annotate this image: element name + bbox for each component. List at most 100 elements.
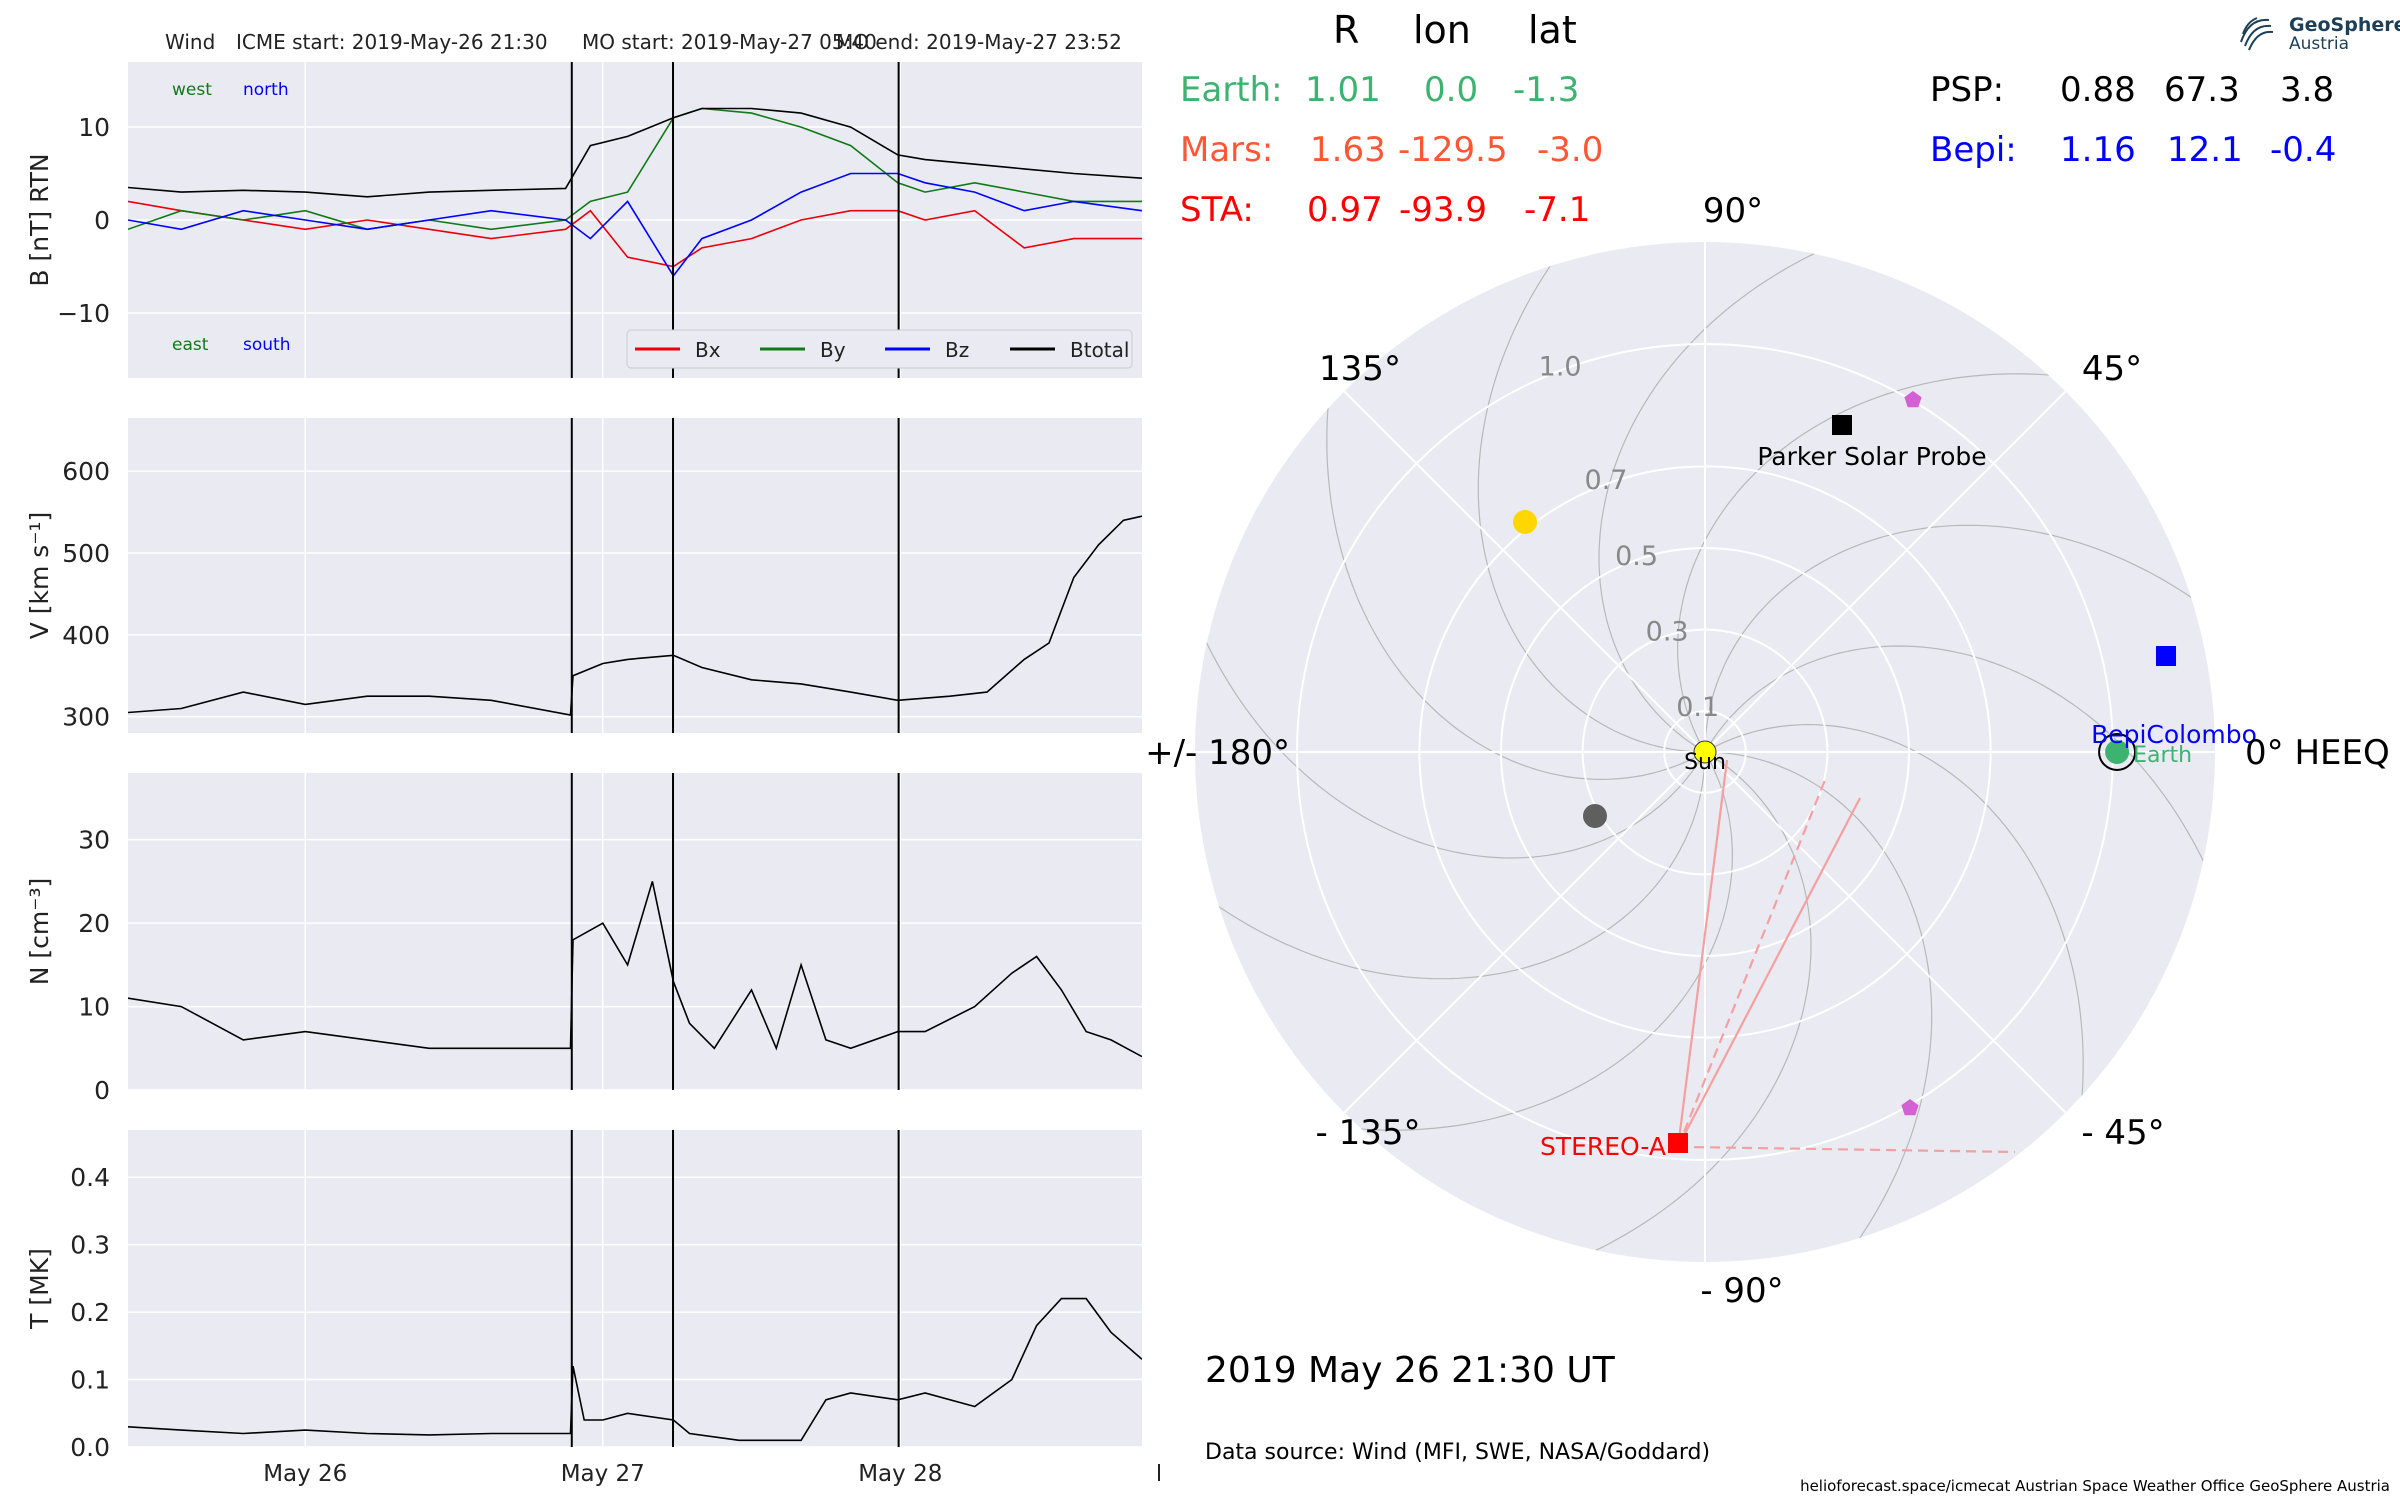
parker-solar-probe-marker bbox=[1832, 415, 1852, 435]
timeseries-panels: Wind ICME start: 2019-May-26 21:30 MO star… bbox=[25, 30, 1160, 1487]
parker-spiral bbox=[1320, 751, 1734, 1131]
header-mo-start: MO start: 2019-May-27 05:40 bbox=[582, 30, 877, 54]
stereo-a-fov-line bbox=[1677, 797, 1861, 1148]
stereo-a-fov-line bbox=[1678, 1145, 2016, 1154]
geosphere-logo: GeoSphere Austria bbox=[2235, 12, 2400, 56]
panel-3-ytick-label: 20 bbox=[78, 909, 110, 938]
label-east: east bbox=[172, 335, 209, 355]
panel-3-series-group bbox=[128, 881, 1142, 1058]
row-earth-lat: -1.3 bbox=[1513, 70, 1580, 110]
date-tick-label: May 27 bbox=[561, 1461, 645, 1487]
polar-grid-spoke bbox=[1343, 751, 1706, 1114]
polar-grid-spoke bbox=[1704, 751, 2067, 1114]
panel-2-ytick-label: 600 bbox=[62, 457, 110, 486]
stereo-a-fov-line bbox=[1676, 759, 1729, 1147]
panel-4-ytick-label: 0.0 bbox=[70, 1433, 110, 1462]
radial-tick-label: 1.0 bbox=[1539, 352, 1582, 383]
label-north: north bbox=[243, 80, 289, 100]
table-header-r: R bbox=[1333, 8, 1360, 52]
footer-credit: helioforecast.space/icmecat Austrian Spa… bbox=[1800, 1477, 2390, 1495]
angle-tick-label: +/- 180° bbox=[1145, 733, 1290, 773]
row-earth-name: Earth: bbox=[1180, 70, 1283, 110]
panel-3-ytick-label: 10 bbox=[78, 993, 110, 1022]
parker-spiral bbox=[1477, 242, 1706, 753]
row-bepi-r: 1.16 bbox=[2060, 130, 2136, 170]
panel-3-ytick-label: 30 bbox=[78, 826, 110, 855]
panel-4-series-group bbox=[128, 1297, 1142, 1442]
row-mars-r: 1.63 bbox=[1310, 130, 1386, 170]
radial-tick-label: 0.7 bbox=[1585, 465, 1628, 496]
panel-1-ylabel: B [nT] RTN bbox=[25, 153, 54, 286]
table-header-lon: lon bbox=[1413, 8, 1471, 52]
parker-spiral bbox=[1704, 645, 2215, 900]
radial-tick-label: 0.3 bbox=[1646, 617, 1689, 648]
date-tick-label: May 29 bbox=[1156, 1461, 1160, 1487]
row-mars-lon: -129.5 bbox=[1398, 130, 1508, 170]
mercury-marker bbox=[1583, 804, 1607, 828]
panel-4-ytick-label: 0.3 bbox=[70, 1231, 110, 1260]
row-sta-lon: -93.9 bbox=[1399, 190, 1487, 230]
header-icme-start: ICME start: 2019-May-26 21:30 bbox=[236, 30, 548, 54]
earth-ring bbox=[2098, 733, 2137, 771]
angle-tick-label: - 90° bbox=[1700, 1271, 1783, 1311]
date-tick-label: May 26 bbox=[263, 1461, 347, 1487]
label-west: west bbox=[172, 80, 212, 100]
panel-4-ytick-label: 0.1 bbox=[70, 1366, 110, 1395]
polar-inner-group bbox=[1195, 242, 2215, 1262]
date-tick-label: May 28 bbox=[858, 1461, 942, 1487]
b-legend-box bbox=[626, 329, 1133, 369]
bepicolombo-label: BepiColombo bbox=[2091, 720, 2257, 749]
panel-1-ytick-label: 0 bbox=[94, 206, 110, 235]
series-line-panel-3 bbox=[128, 881, 1142, 1058]
radial-tick-label: 0.1 bbox=[1676, 692, 1719, 723]
solo-2-marker bbox=[1901, 1099, 1919, 1116]
stereo-a-marker bbox=[1668, 1133, 1688, 1153]
panel-1-ytick-label: 10 bbox=[78, 113, 110, 142]
radial-tick-label: 0.5 bbox=[1615, 541, 1658, 572]
sun-marker bbox=[1693, 740, 1717, 764]
angle-tick-label: 0° HEEQ bbox=[2245, 733, 2390, 773]
legend-label-bz: Bz bbox=[945, 338, 969, 362]
earth-label: Earth bbox=[2133, 743, 2192, 768]
parker-solar-probe-label: Parker Solar Probe bbox=[1757, 442, 1986, 471]
stereo-a-label: STEREO-A bbox=[1540, 1132, 1666, 1161]
earth-marker bbox=[2105, 740, 2130, 764]
parker-spiral bbox=[1195, 604, 1706, 859]
row-mars-lat: -3.0 bbox=[1537, 130, 1604, 170]
parker-spiral bbox=[1704, 524, 2215, 753]
logo-name: GeoSphere bbox=[2289, 13, 2400, 36]
row-psp-lat: 3.8 bbox=[2280, 70, 2335, 110]
panel-4-ytick-label: 0.4 bbox=[70, 1163, 110, 1192]
row-psp-name: PSP: bbox=[1930, 70, 2005, 110]
logo-sub: Austria bbox=[2289, 33, 2350, 54]
panel-3-ylabel: N [cm⁻³] bbox=[25, 878, 54, 985]
angle-tick-label: - 45° bbox=[2081, 1113, 2164, 1153]
polar-grid-spoke bbox=[1343, 390, 1706, 753]
row-mars-name: Mars: bbox=[1180, 130, 1274, 170]
angle-tick-label: 135° bbox=[1319, 349, 1401, 389]
legend-label-btotal: Btotal bbox=[1070, 338, 1129, 362]
data-source: Data source: Wind (MFI, SWE, NASA/Goddar… bbox=[1205, 1440, 1711, 1465]
panel-3-background bbox=[128, 773, 1142, 1090]
panel-4-background bbox=[128, 1130, 1142, 1447]
geosphere-logo-icon bbox=[2240, 17, 2274, 51]
solo-1-marker bbox=[1904, 391, 1922, 408]
row-earth-lon: 0.0 bbox=[1424, 70, 1479, 110]
panel-4-ytick-label: 0.2 bbox=[70, 1298, 110, 1327]
angle-tick-label: 90° bbox=[1703, 191, 1763, 231]
panel-4-ylabel: T [MK] bbox=[25, 1248, 54, 1330]
table-header-lat: lat bbox=[1528, 8, 1577, 52]
venus-marker bbox=[1513, 510, 1537, 534]
header-mo-end: MO end: 2019-May-27 23:52 bbox=[836, 30, 1122, 54]
panel-1-ytick-label: −10 bbox=[57, 299, 110, 328]
row-earth-r: 1.01 bbox=[1305, 70, 1381, 110]
polar-grid-spoke bbox=[1704, 390, 2067, 753]
panel-2-ytick-label: 400 bbox=[62, 621, 110, 650]
panel-2-ylabel: V [km s⁻¹] bbox=[25, 512, 54, 640]
parker-spiral bbox=[1704, 723, 2084, 1137]
series-line-panel-2 bbox=[128, 515, 1142, 716]
angle-tick-label: 45° bbox=[2082, 349, 2142, 389]
row-psp-r: 0.88 bbox=[2060, 70, 2136, 110]
row-bepi-lat: -0.4 bbox=[2270, 130, 2337, 170]
